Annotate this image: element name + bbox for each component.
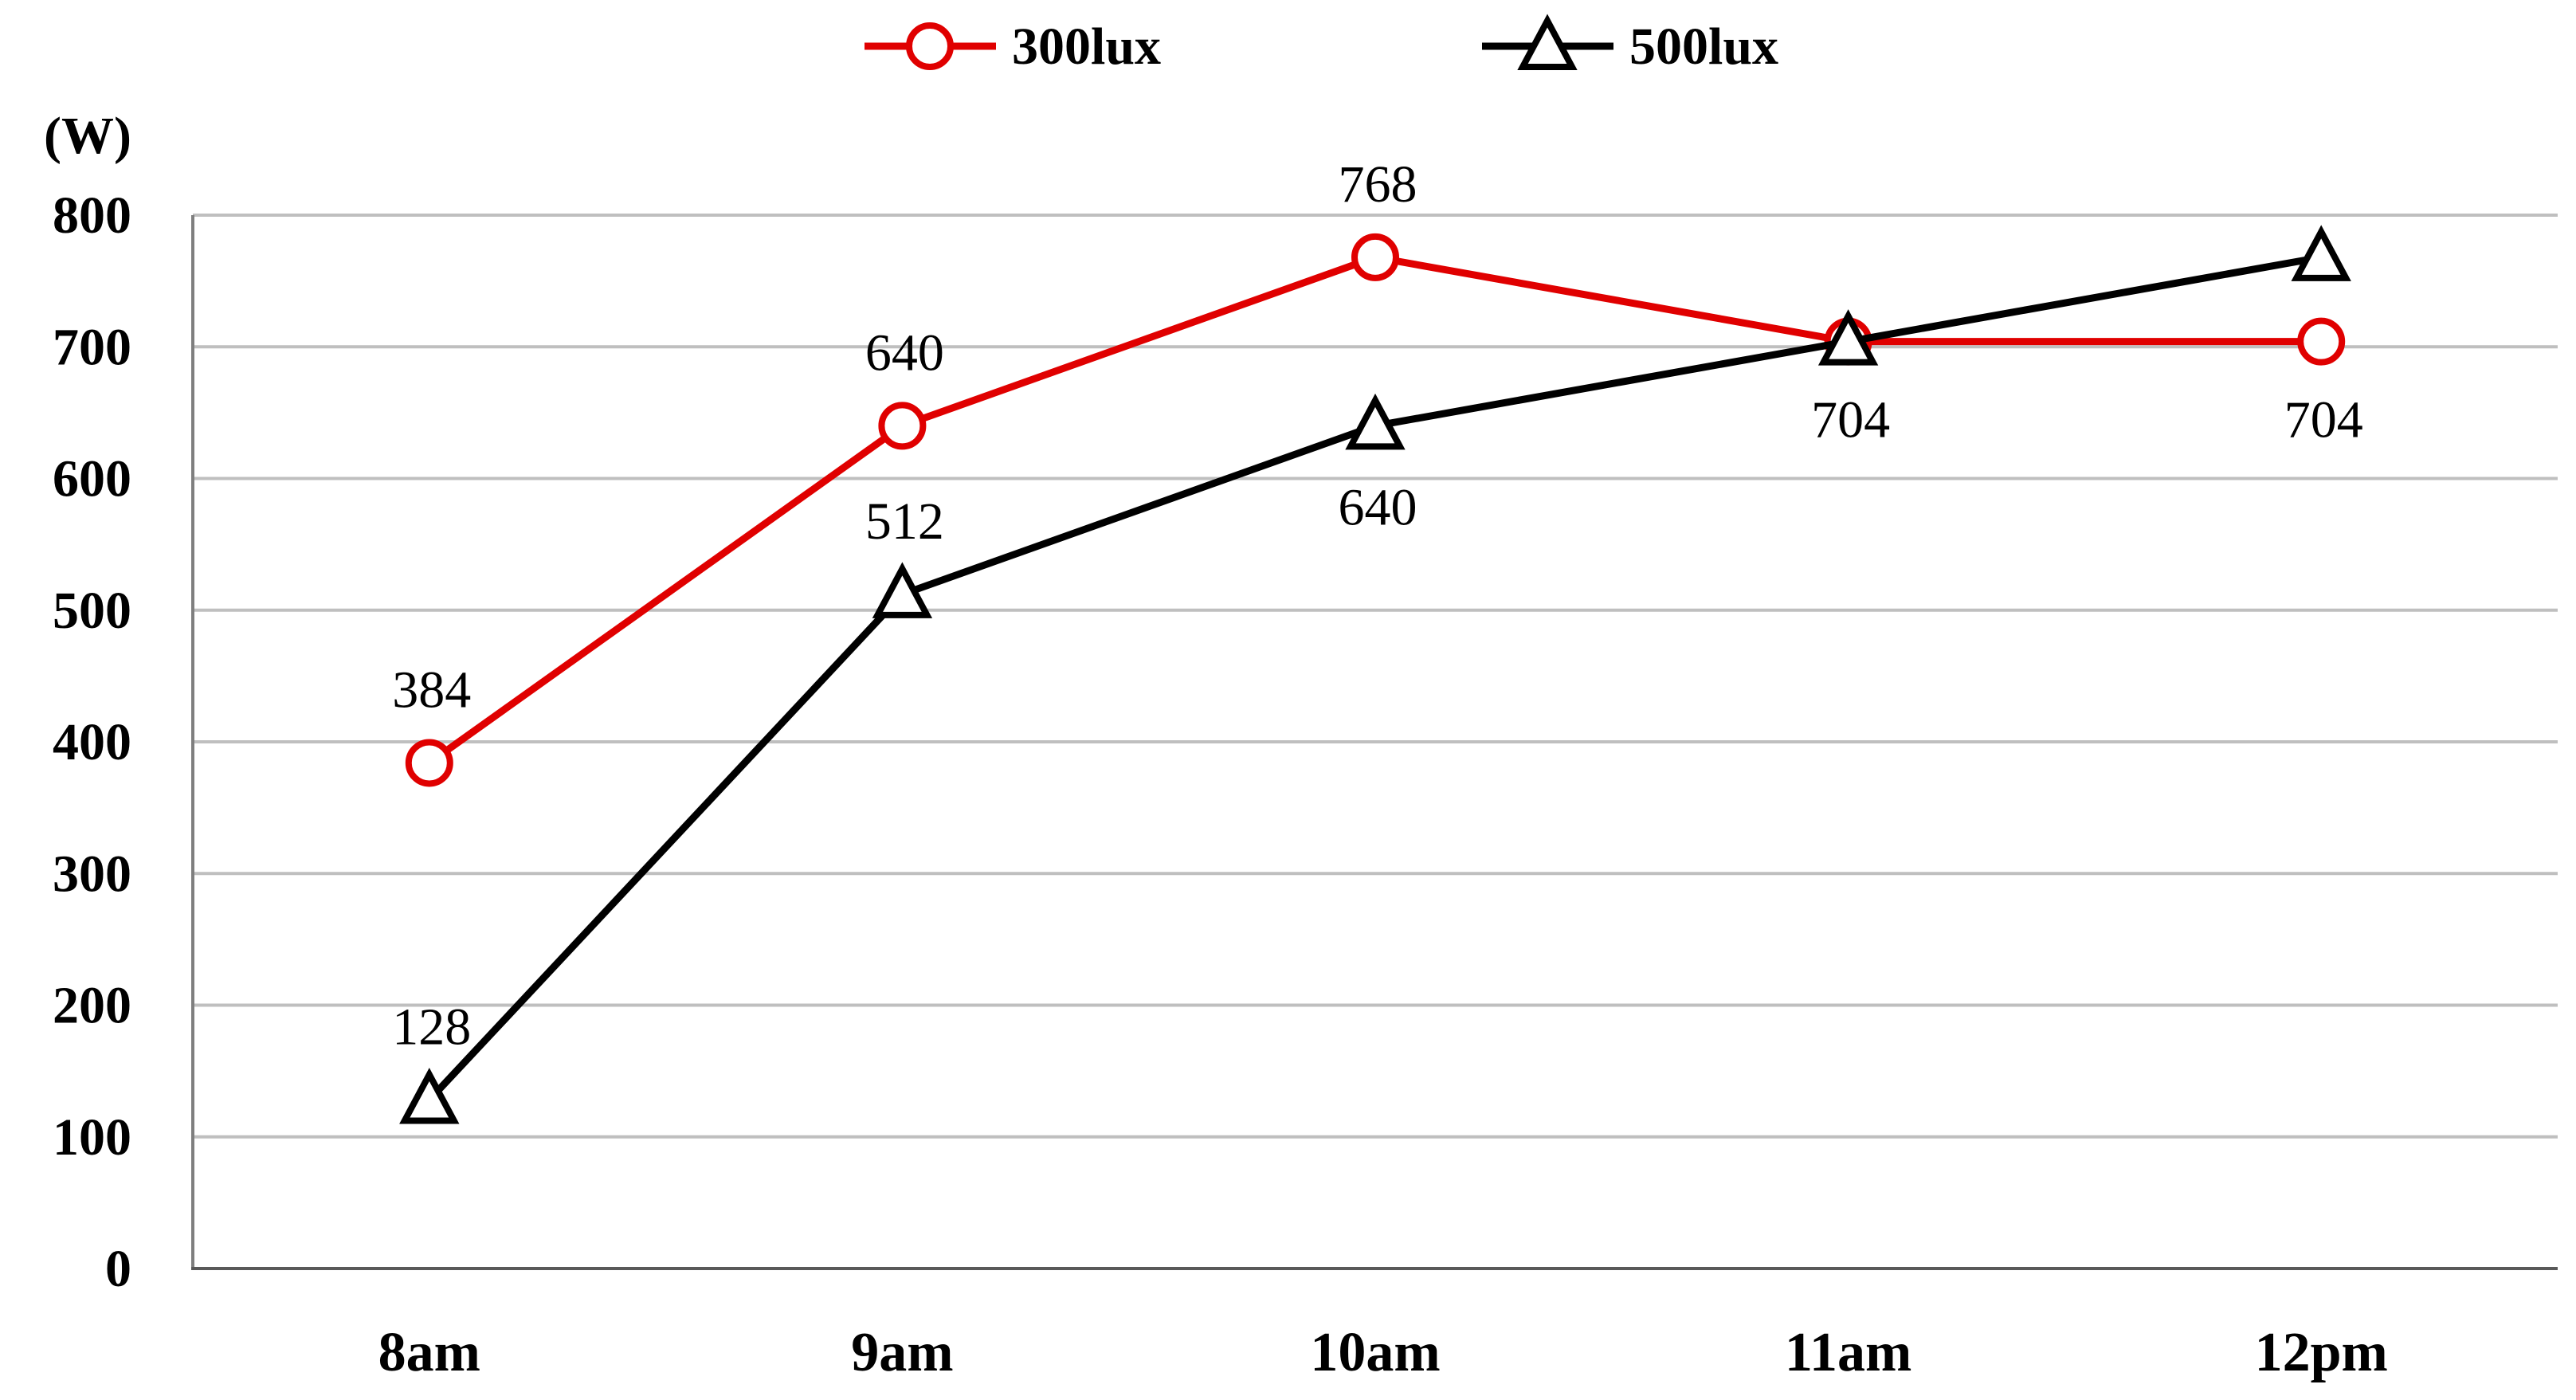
y-tick-label: 700 (53, 318, 131, 376)
legend: 300lux 500lux (865, 14, 1778, 76)
data-label: 640 (1339, 478, 1417, 536)
y-tick-label: 500 (53, 582, 131, 640)
triangle-marker (872, 562, 933, 618)
triangle-marker (1345, 393, 1406, 450)
data-label: 128 (392, 998, 471, 1056)
y-tick-label: 600 (53, 450, 131, 508)
circle-marker (2297, 317, 2346, 366)
data-label: 704 (1811, 391, 1890, 449)
circle-marker (1351, 233, 1399, 281)
data-label: 704 (2284, 391, 2363, 449)
y-tick-label: 300 (53, 845, 131, 903)
series-line (426, 253, 2322, 1103)
series-group (399, 225, 2351, 1124)
circle-marker (906, 22, 954, 70)
legend-label: 300lux (1012, 18, 1161, 76)
legend-item-300lux: 300lux (865, 18, 1161, 76)
circle-marker (405, 739, 453, 787)
legend-item-500lux: 500lux (1482, 14, 1778, 76)
y-axis-label: (W) (44, 107, 131, 165)
y-tick-label: 100 (53, 1108, 131, 1167)
y-tick-label: 200 (53, 977, 131, 1035)
x-tick-label: 11am (1785, 1322, 1911, 1383)
axes (191, 215, 2558, 1270)
grid-lines (193, 214, 2558, 1139)
triangle-marker (1817, 309, 1879, 366)
x-tick-label: 12pm (2255, 1322, 2388, 1383)
data-label: 512 (865, 492, 944, 551)
x-tick-labels: 8am 9am 10am 11am 12pm (378, 1322, 2388, 1383)
x-tick-label: 10am (1310, 1322, 1440, 1383)
x-tick-label: 9am (851, 1322, 953, 1383)
data-label: 384 (392, 661, 471, 719)
data-labels: 384 640 768 704 128 512 640 704 (392, 155, 2362, 1057)
y-tick-label: 0 (105, 1240, 131, 1298)
triangle-marker (1517, 14, 1578, 70)
y-tick-labels: 0 100 200 300 400 500 600 700 800 (53, 186, 131, 1298)
data-label: 768 (1339, 155, 1417, 214)
triangle-marker (399, 1067, 460, 1124)
legend-label: 500lux (1629, 18, 1778, 76)
x-tick-label: 8am (378, 1322, 480, 1383)
y-tick-label: 800 (53, 186, 131, 245)
series-500lux (399, 225, 2351, 1124)
circle-marker (878, 402, 927, 450)
data-label: 640 (865, 324, 944, 382)
y-tick-label: 400 (53, 713, 131, 771)
triangle-marker (2291, 225, 2351, 281)
